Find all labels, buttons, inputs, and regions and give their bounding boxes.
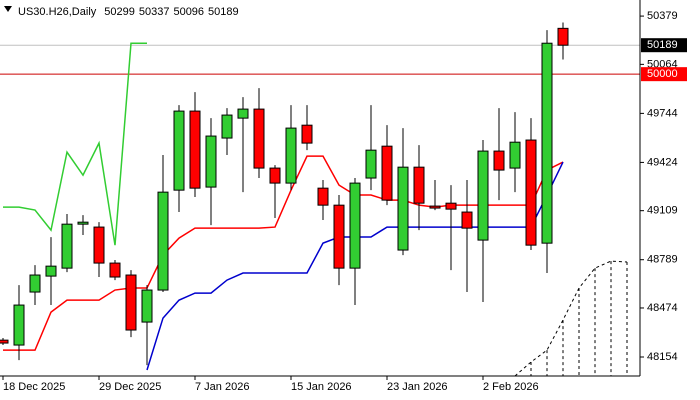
indicator-line bbox=[514, 260, 628, 376]
x-tick-label: 18 Dec 2025 bbox=[3, 381, 65, 393]
candle-body bbox=[29, 274, 41, 293]
price-tag bbox=[641, 67, 687, 82]
x-tick-label: 2 Feb 2026 bbox=[483, 381, 539, 393]
candle-body bbox=[221, 114, 233, 139]
candle-body bbox=[365, 149, 377, 179]
candle-body bbox=[477, 150, 489, 241]
y-tick-label: 48474 bbox=[647, 302, 678, 314]
plot-area bbox=[0, 22, 640, 376]
candle-body bbox=[397, 166, 409, 251]
y-tick-label: 48789 bbox=[647, 254, 678, 266]
x-tick-label: 23 Jan 2026 bbox=[387, 381, 448, 393]
close-value: 50189 bbox=[208, 6, 239, 18]
candle-body bbox=[541, 42, 553, 244]
candle-body bbox=[333, 204, 345, 269]
candle-body bbox=[109, 262, 121, 278]
y-tick-label: 48154 bbox=[647, 351, 678, 363]
price-tag-label: 50189 bbox=[647, 39, 678, 51]
candle-body bbox=[173, 110, 185, 191]
candle-body bbox=[125, 274, 137, 331]
price-tag-label: 50000 bbox=[647, 68, 678, 80]
candle-body bbox=[445, 202, 457, 210]
candle-body bbox=[429, 205, 441, 209]
candle-body bbox=[61, 223, 73, 269]
candle-body bbox=[301, 124, 313, 144]
candle-body bbox=[525, 139, 537, 246]
candle-body bbox=[93, 226, 105, 264]
candle-body bbox=[381, 145, 393, 201]
x-tick-label: 15 Jan 2026 bbox=[291, 381, 352, 393]
high-value: 50337 bbox=[139, 6, 170, 18]
indicator-line bbox=[3, 42, 147, 246]
indicator-line bbox=[3, 155, 564, 351]
open-value: 50299 bbox=[104, 6, 135, 18]
low-value: 50096 bbox=[173, 6, 204, 18]
candle-body bbox=[141, 289, 153, 323]
candle-body bbox=[317, 187, 329, 206]
header: US30.H26,Daily 50299 50337 50096 50189 bbox=[4, 6, 239, 18]
candle-body bbox=[205, 135, 217, 188]
x-tick-label: 29 Dec 2025 bbox=[99, 381, 161, 393]
header-icon bbox=[4, 6, 12, 12]
candle-body bbox=[509, 141, 521, 169]
candle-body bbox=[269, 167, 281, 184]
y-tick-label: 49424 bbox=[647, 156, 678, 168]
candle-body bbox=[0, 339, 9, 344]
symbol: US30.H26,Daily bbox=[18, 6, 97, 18]
candle-body bbox=[13, 304, 25, 346]
candle-body bbox=[285, 127, 297, 184]
candle-body bbox=[45, 265, 57, 277]
header-text: US30.H26,Daily 50299 50337 50096 50189 bbox=[18, 6, 239, 18]
y-tick-label: 49109 bbox=[647, 205, 678, 217]
candle-body bbox=[493, 150, 505, 171]
candle-body bbox=[349, 182, 361, 269]
candle-body bbox=[413, 166, 425, 204]
candle-body bbox=[461, 211, 473, 229]
candle-body bbox=[253, 108, 265, 169]
candle-body bbox=[237, 108, 249, 119]
y-tick-label: 49744 bbox=[647, 107, 678, 119]
candle-body bbox=[77, 221, 89, 225]
candle-body bbox=[189, 110, 201, 189]
candle-body bbox=[157, 191, 169, 291]
x-tick-label: 7 Jan 2026 bbox=[195, 381, 249, 393]
candle-body bbox=[557, 27, 569, 46]
y-tick-label: 50379 bbox=[647, 10, 678, 22]
price-tag bbox=[641, 38, 687, 53]
